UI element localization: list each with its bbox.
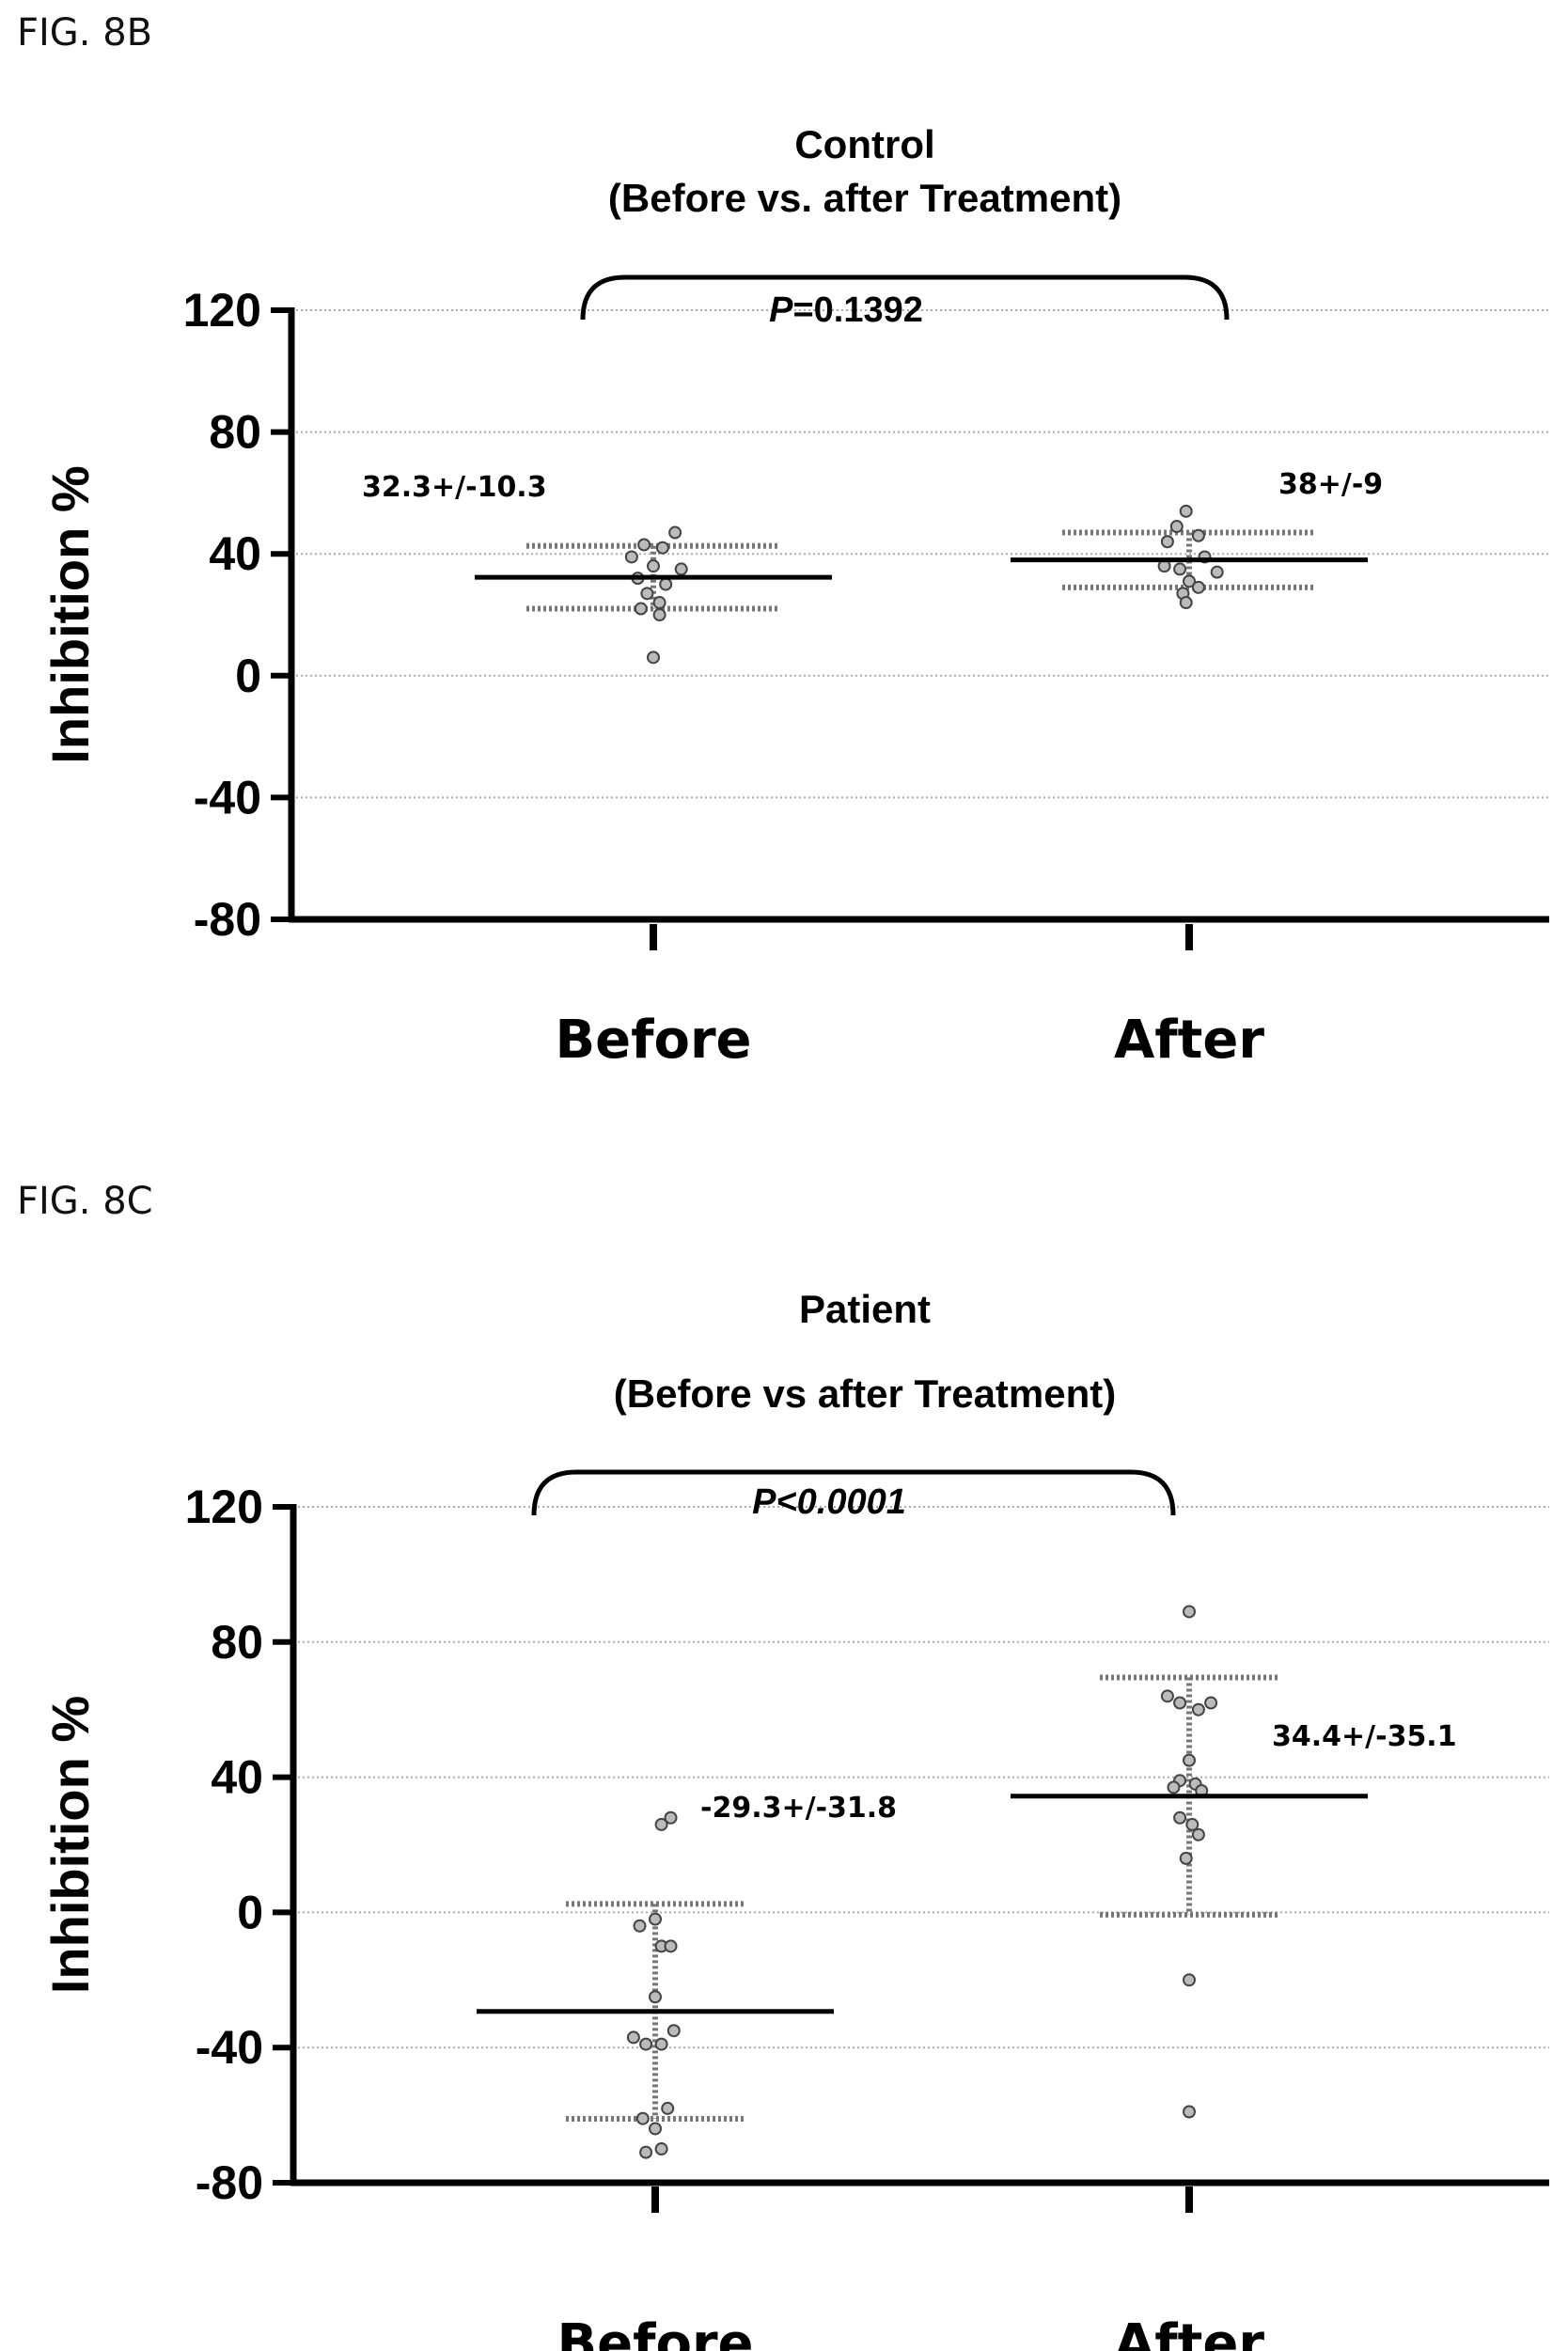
data-point [664, 1939, 678, 1953]
figure-label-8b: FIG. 8B [17, 11, 153, 55]
chart-title: Control [794, 122, 934, 166]
data-point [635, 2111, 650, 2125]
data-point [655, 541, 669, 555]
data-point [1191, 1702, 1205, 1716]
data-point [1183, 1973, 1196, 1987]
data-point [1179, 596, 1193, 610]
y-tick-label: -80 [194, 893, 261, 946]
data-point [1169, 520, 1184, 534]
significance-brace [580, 274, 1230, 321]
p-value-label: P=0.1392 [769, 290, 923, 330]
data-point [654, 2142, 668, 2156]
data-point [666, 2024, 681, 2038]
y-tick-label: -40 [196, 2021, 263, 2074]
data-point [649, 2122, 662, 2136]
y-tick-label: 80 [209, 406, 261, 459]
data-point [654, 1817, 668, 1831]
data-point [1173, 562, 1187, 576]
p-value-italic: P<0.0001 [752, 1482, 906, 1522]
data-point [1183, 2105, 1196, 2119]
x-category-label: After [1114, 1010, 1264, 1071]
x-category-label: After [1114, 2313, 1264, 2351]
data-point [1173, 1810, 1187, 1825]
chart-subtitle: (Before vs after Treatment) [614, 1371, 1117, 1416]
mean-sd-annotation: -29.3+/-31.8 [700, 1792, 897, 1825]
mean-sd-annotation: 34.4+/-35.1 [1272, 1720, 1457, 1753]
data-point [633, 1919, 647, 1933]
data-point [624, 550, 638, 564]
y-tick-label: -80 [196, 2156, 263, 2209]
data-point [674, 562, 688, 576]
data-point [664, 1810, 678, 1825]
y-axis-label: Inhibition % [40, 1696, 100, 1994]
figure-label-8c: FIG. 8C [17, 1180, 153, 1223]
x-category-label: Before [555, 1010, 751, 1071]
y-tick-label: 40 [211, 1751, 263, 1804]
data-point [1179, 504, 1193, 518]
p-value-number: =0.1392 [792, 290, 922, 330]
significance-brace [531, 1469, 1176, 1516]
data-point [1167, 1780, 1181, 1795]
data-point [1191, 580, 1205, 594]
data-point [1160, 1689, 1174, 1703]
x-category-label: Before [557, 2313, 753, 2351]
y-tick-label: 40 [209, 527, 261, 580]
y-tick-label: 80 [211, 1616, 263, 1669]
data-point [1183, 1605, 1196, 1619]
chart-title: Patient [799, 1287, 931, 1331]
y-tick-label: 0 [235, 650, 261, 702]
data-point [668, 525, 682, 540]
data-point [1204, 1696, 1218, 1710]
data-point [639, 2037, 653, 2051]
chart-subtitle: (Before vs. after Treatment) [608, 176, 1121, 220]
chart-patient: Patient (Before vs after Treatment) 120 80 4… [40, 1287, 1549, 2351]
series-group-before [477, 1810, 834, 2159]
mean-sd-annotation: 32.3+/-10.3 [362, 471, 547, 504]
series-group-before [475, 525, 832, 665]
data-point [1185, 1817, 1200, 1831]
data-point [654, 2037, 668, 2051]
p-value-italic: P [769, 290, 793, 330]
data-point [652, 596, 666, 610]
data-point [1191, 1827, 1205, 1842]
data-point [1179, 1851, 1193, 1865]
data-point [634, 602, 648, 616]
data-point [659, 577, 673, 591]
chart-control: Control (Before vs. after Treatment) 120 80… [40, 122, 1549, 1071]
data-point [661, 2101, 675, 2115]
data-point [637, 538, 651, 552]
data-point [1183, 1753, 1196, 1767]
y-axis-label: Inhibition % [40, 465, 100, 763]
data-point [647, 559, 660, 573]
data-point [639, 2145, 653, 2159]
data-point [652, 608, 666, 621]
y-tick-label: 120 [183, 284, 261, 337]
data-point [626, 2030, 640, 2045]
mean-sd-annotation: 38+/-9 [1278, 468, 1383, 501]
y-tick-label: 0 [237, 1886, 263, 1938]
data-point [647, 650, 660, 665]
y-tick-label: -40 [194, 771, 261, 823]
data-point [1210, 565, 1224, 579]
data-point [649, 1912, 662, 1926]
p-value-label: P<0.0001 [752, 1482, 906, 1522]
series-group-after [1011, 1605, 1368, 2119]
series-group-after [1011, 504, 1368, 610]
data-point [649, 1990, 662, 2004]
data-point [1191, 528, 1205, 542]
y-tick-label: 120 [185, 1481, 263, 1533]
data-point [1183, 574, 1196, 588]
data-point [640, 587, 654, 601]
data-point [1160, 535, 1174, 549]
data-point [1173, 1696, 1187, 1710]
